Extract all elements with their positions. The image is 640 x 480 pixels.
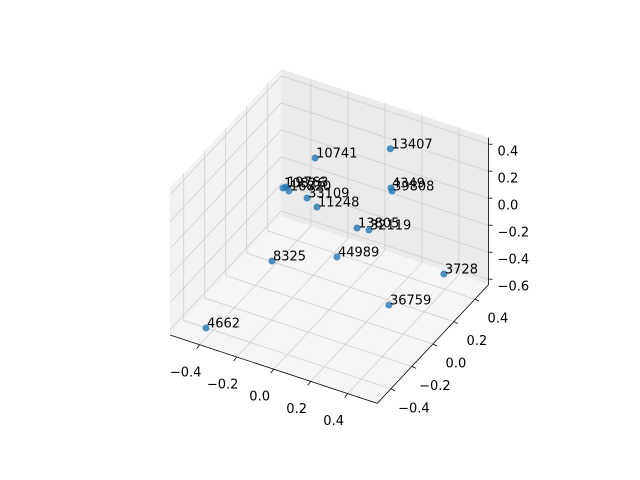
point-label: 3728 bbox=[445, 262, 478, 277]
point-label: 36759 bbox=[390, 294, 431, 309]
y-axis bbox=[376, 284, 489, 404]
tick-mark bbox=[453, 321, 459, 324]
grid-line bbox=[267, 83, 476, 300]
point-label: 19763 bbox=[287, 176, 328, 191]
point bbox=[365, 226, 373, 234]
grid-line bbox=[225, 128, 434, 345]
grid-line bbox=[169, 183, 489, 303]
point bbox=[385, 301, 393, 309]
point-label: 8325 bbox=[273, 249, 306, 264]
x-axis bbox=[169, 334, 378, 404]
point bbox=[386, 145, 394, 153]
grid-line bbox=[236, 91, 349, 358]
grid-line bbox=[204, 150, 413, 367]
point-label: 11248 bbox=[318, 196, 359, 211]
z-tick-label: −0.2 bbox=[498, 226, 530, 241]
z-tick-label: −0.6 bbox=[498, 280, 530, 295]
z-tick-label: 0.0 bbox=[498, 199, 519, 214]
y-tick-label: 0.0 bbox=[446, 356, 467, 371]
point-label: 32119 bbox=[370, 219, 411, 234]
z-tick-label: 0.4 bbox=[498, 145, 519, 160]
z-tick-label: −0.4 bbox=[498, 253, 530, 268]
point bbox=[285, 187, 293, 195]
tick-mark bbox=[411, 366, 417, 369]
tick-mark bbox=[432, 343, 438, 347]
grid-line bbox=[183, 173, 392, 390]
tick-mark bbox=[270, 368, 274, 374]
point bbox=[268, 257, 276, 265]
grid-line bbox=[273, 103, 386, 370]
x-tick-label: 0.4 bbox=[323, 414, 344, 429]
point-label: 4349 bbox=[392, 177, 425, 192]
grid-line bbox=[169, 156, 489, 276]
y-tick-label: 0.2 bbox=[467, 334, 488, 349]
y-tick-label: −0.4 bbox=[398, 401, 430, 416]
x-tick-label: −0.2 bbox=[207, 377, 239, 392]
point bbox=[303, 194, 311, 202]
tick-mark bbox=[344, 393, 348, 398]
tick-mark bbox=[307, 381, 311, 386]
point bbox=[440, 270, 448, 278]
point-label: 44989 bbox=[338, 246, 379, 261]
point bbox=[333, 253, 341, 261]
point-label: 33109 bbox=[308, 187, 349, 202]
tick-mark bbox=[390, 388, 396, 392]
point-label: 13407 bbox=[391, 137, 432, 152]
x-tick-label: −0.4 bbox=[170, 365, 202, 380]
point-label: 10826 bbox=[284, 177, 325, 192]
z-tick-label: 0.2 bbox=[498, 172, 519, 187]
grid-line bbox=[169, 75, 489, 195]
grid-line bbox=[169, 210, 489, 330]
grid-line bbox=[246, 106, 455, 322]
tick-mark bbox=[196, 344, 200, 350]
grid-line bbox=[347, 127, 460, 394]
point bbox=[202, 324, 210, 332]
x-tick-label: 0.2 bbox=[286, 402, 307, 417]
point bbox=[313, 203, 321, 211]
point-label: 4662 bbox=[207, 316, 240, 331]
point-label: 16820 bbox=[290, 180, 331, 195]
y-tick-label: −0.2 bbox=[419, 379, 451, 394]
grid-line bbox=[199, 78, 312, 346]
point bbox=[311, 154, 319, 162]
point-label: 10741 bbox=[316, 146, 357, 161]
grid-line bbox=[310, 115, 423, 382]
point bbox=[388, 187, 396, 195]
x-tick-label: 0.0 bbox=[249, 390, 270, 405]
grid-line bbox=[169, 129, 489, 249]
point bbox=[353, 224, 361, 232]
tick-mark bbox=[474, 298, 480, 302]
y-tick-label: 0.4 bbox=[488, 312, 509, 327]
tick-mark bbox=[233, 356, 237, 362]
grid-line bbox=[169, 102, 489, 222]
point-label: 39808 bbox=[393, 180, 434, 195]
